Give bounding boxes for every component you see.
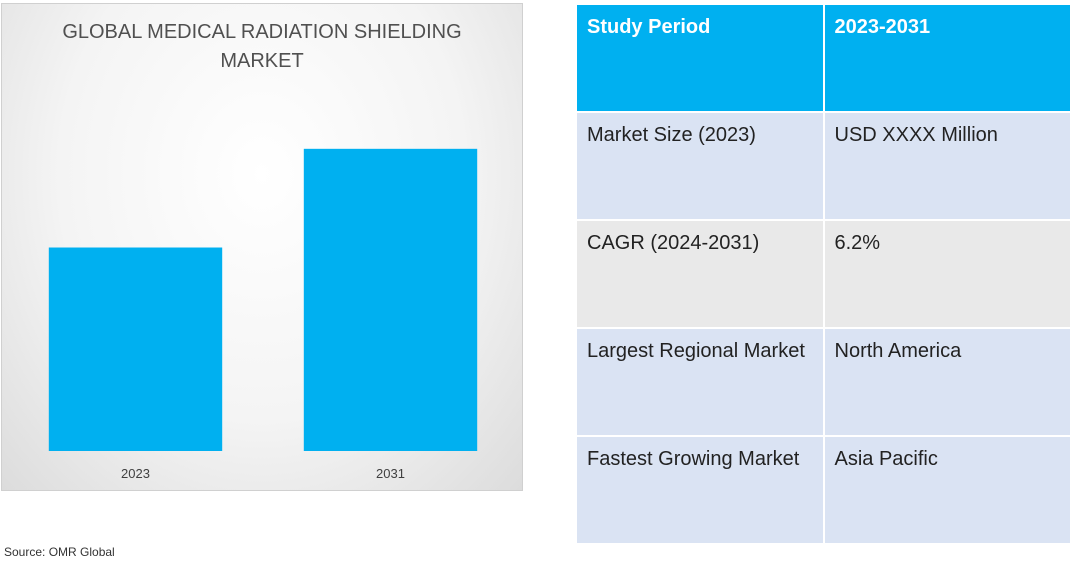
x-tick-label: 2031	[376, 466, 405, 481]
chart-panel: GLOBAL MEDICAL RADIATION SHIELDING MARKE…	[1, 3, 523, 491]
row: Market Size (2023) USD XXXX Million	[575, 111, 1072, 221]
row: Fastest Growing Market Asia Pacific	[575, 435, 1072, 545]
summary-table: Study Period 2023-2031 Market Size (2023…	[575, 3, 1072, 545]
x-tick-label: 2023	[121, 466, 150, 481]
cell: Asia Pacific	[822, 435, 1072, 545]
row: Largest Regional Market North America	[575, 327, 1072, 437]
cell: Largest Regional Market	[575, 327, 825, 437]
chart-title: GLOBAL MEDICAL RADIATION SHIELDING MARKE…	[62, 21, 462, 72]
source-note: Source: OMR Global	[4, 545, 115, 559]
row: CAGR (2024-2031) 6.2%	[575, 219, 1072, 329]
header-cell: Study Period	[575, 3, 825, 113]
cell: North America	[822, 327, 1072, 437]
cell: Fastest Growing Market	[575, 435, 825, 545]
cell: CAGR (2024-2031)	[575, 219, 825, 329]
bar	[48, 247, 223, 451]
cell: Market Size (2023)	[575, 111, 825, 221]
header-row: Study Period 2023-2031	[575, 3, 1072, 113]
chart: 2023 2031	[48, 148, 478, 481]
header-cell: 2023-2031	[822, 3, 1072, 113]
bar	[303, 148, 478, 451]
cell: 6.2%	[822, 219, 1072, 329]
cell: USD XXXX Million	[822, 111, 1072, 221]
